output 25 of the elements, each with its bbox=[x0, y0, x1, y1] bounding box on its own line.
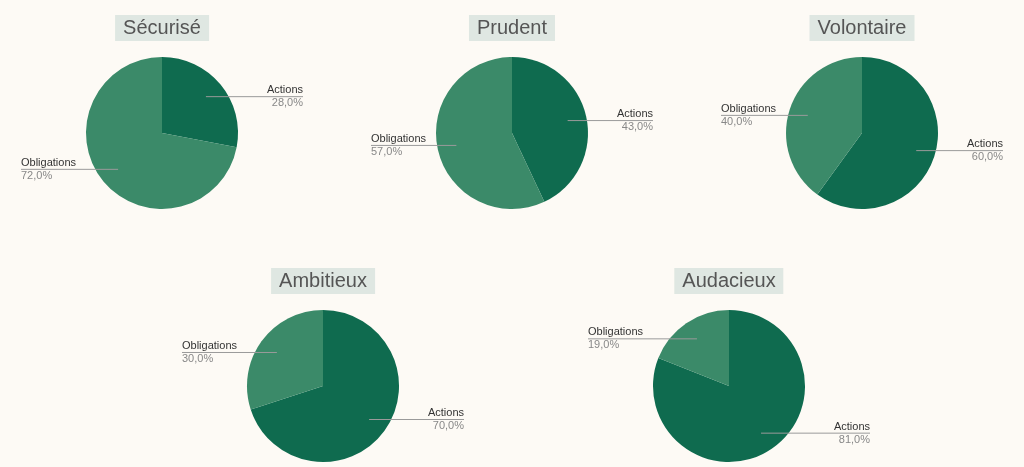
data-label: 70,0% bbox=[432, 419, 465, 432]
data-label: 30,0% bbox=[182, 352, 214, 365]
data-label: 19,0% bbox=[588, 338, 620, 351]
chart-title: Prudent bbox=[468, 15, 556, 41]
slice-label: Obligations bbox=[21, 155, 77, 168]
slice-label: Obligations bbox=[588, 325, 644, 338]
slice-label: Actions bbox=[966, 137, 1004, 150]
data-label: 57,0% bbox=[371, 144, 403, 157]
chart-title: Volontaire bbox=[809, 15, 915, 41]
data-label: 28,0% bbox=[271, 96, 304, 109]
slice-label: Obligations bbox=[721, 101, 777, 114]
data-label: 43,0% bbox=[621, 120, 654, 133]
slice-label: Obligations bbox=[182, 339, 238, 352]
slice-label: Actions bbox=[833, 419, 871, 432]
chart-title: Audacieux bbox=[674, 268, 784, 294]
chart-title: Ambitieux bbox=[271, 268, 375, 294]
data-label: 72,0% bbox=[21, 168, 53, 181]
data-label: 60,0% bbox=[971, 150, 1004, 163]
slice-label: Obligations bbox=[371, 131, 427, 144]
slice-label: Actions bbox=[266, 83, 304, 96]
chart-title: Sécurisé bbox=[115, 15, 209, 41]
slice-label: Actions bbox=[616, 107, 654, 120]
slice-label: Actions bbox=[427, 406, 465, 419]
data-label: 81,0% bbox=[838, 432, 871, 445]
data-label: 40,0% bbox=[721, 114, 753, 127]
